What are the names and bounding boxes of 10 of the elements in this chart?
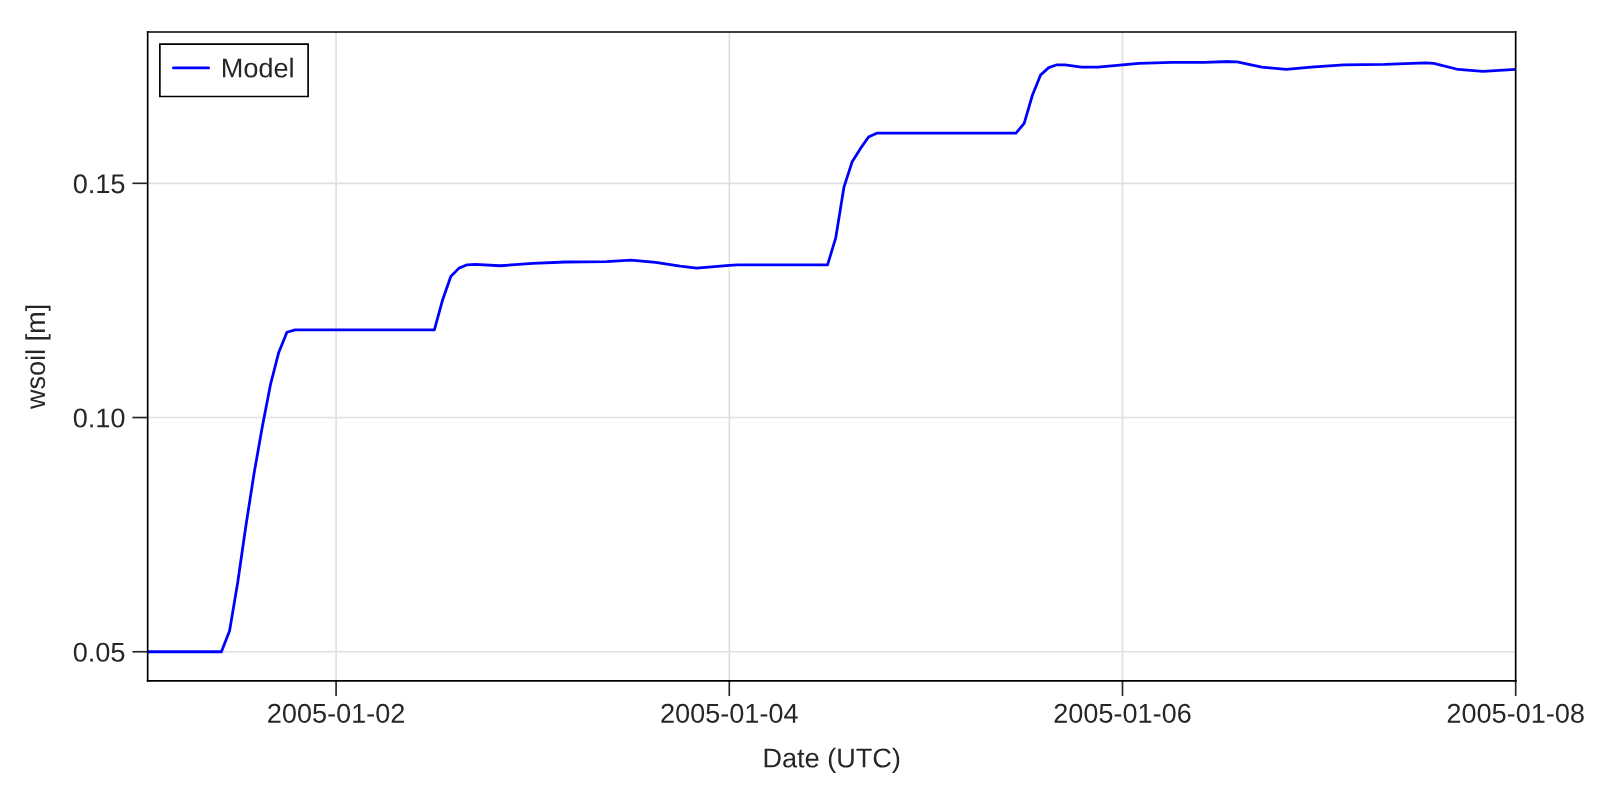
y-tick-label: 0.05 — [73, 642, 125, 662]
x-tick-label: 2005-01-04 — [661, 703, 798, 723]
x-tick-label: 2005-01-08 — [1447, 703, 1584, 723]
y-tick-label: 0.10 — [73, 408, 125, 428]
x-tick-label: 2005-01-06 — [1054, 703, 1191, 723]
y-tick-label: 0.15 — [73, 174, 125, 194]
x-axis-title: Date (UTC) — [764, 747, 900, 773]
y-axis-title: wsoil [m] — [25, 305, 51, 410]
x-tick-label: 2005-01-02 — [268, 703, 404, 723]
legend-label: Model — [223, 57, 293, 78]
